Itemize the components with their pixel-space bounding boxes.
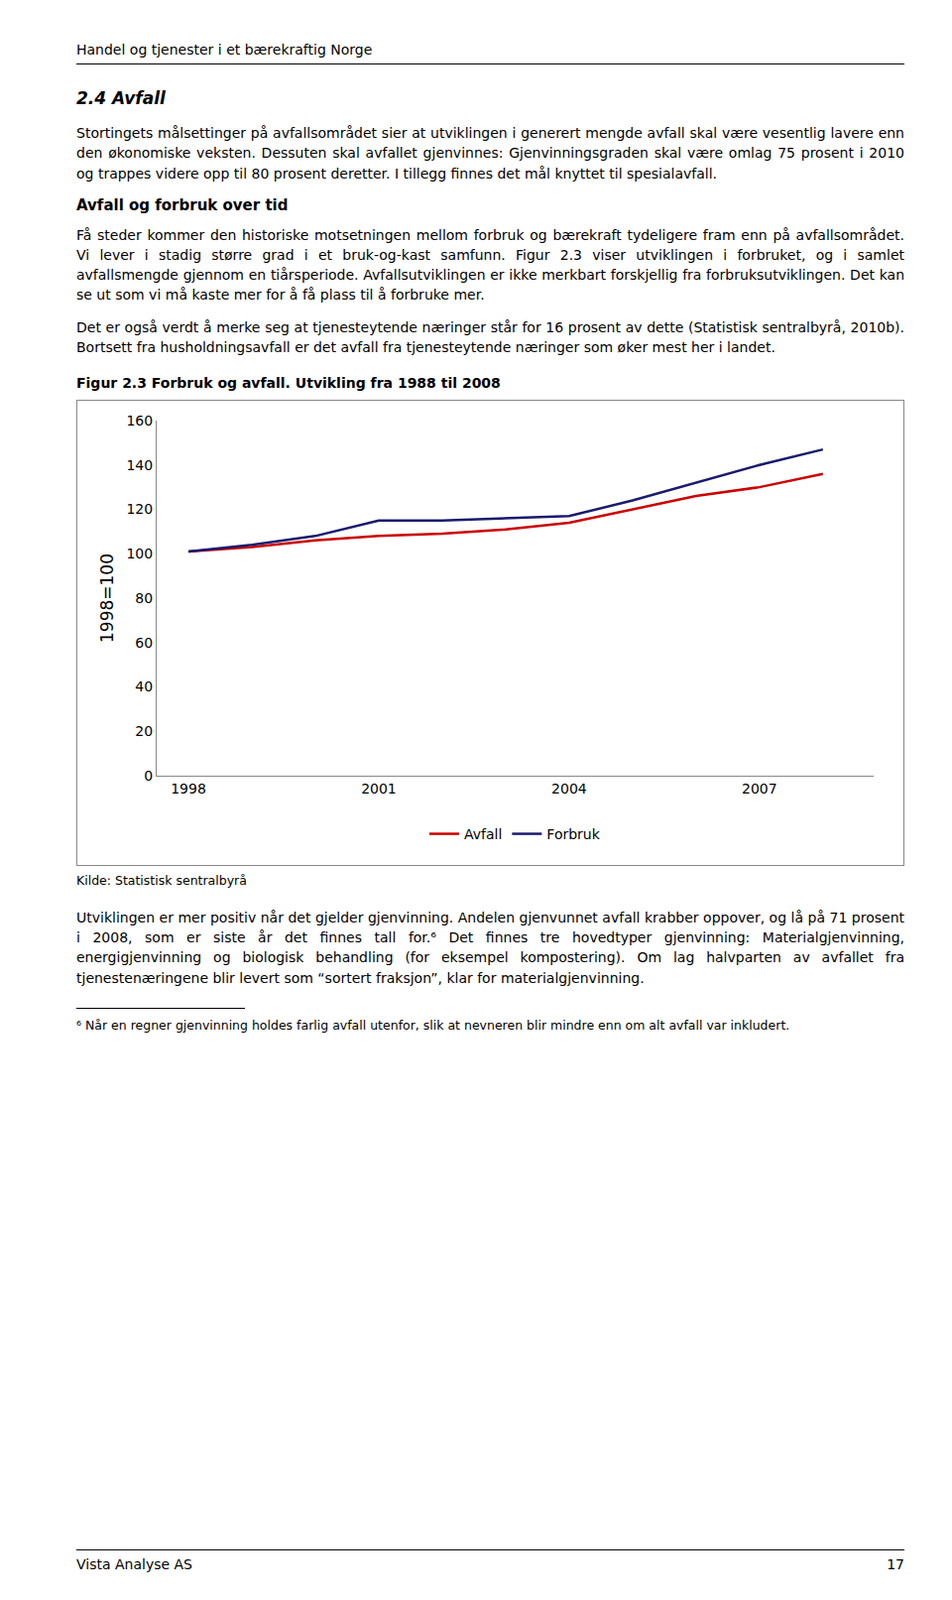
svg-text:160: 160 <box>125 412 153 429</box>
svg-text:1998: 1998 <box>170 779 207 796</box>
html-text:⁶ Når en regner gjenvinning ho: ⁶ Når en regner gjenvinning holdes farli… <box>76 1017 790 1033</box>
svg-text:60: 60 <box>134 633 153 650</box>
html-text:Stortingets målsettinger på av: Stortingets målsettinger på avfallsområd… <box>76 124 905 181</box>
html-text:Utviklingen er mer positiv når: Utviklingen er mer positiv når det gjeld… <box>76 909 905 986</box>
svg-text:140: 140 <box>125 456 153 473</box>
svg-text:80: 80 <box>134 590 153 606</box>
html-text:Få steder kommer den historisk: Få steder kommer den historiske motsetni… <box>76 226 905 303</box>
html-text:Det er også verdt å merke seg: Det er også verdt å merke seg at tjenest… <box>76 319 905 356</box>
svg-text:100: 100 <box>125 545 153 562</box>
html-text:17: 17 <box>886 1555 905 1572</box>
svg-text:2001: 2001 <box>360 779 397 796</box>
svg-text:1998=100: 1998=100 <box>97 553 118 643</box>
html-text:Kilde: Statistisk sentralbyrå: Kilde: Statistisk sentralbyrå <box>76 872 247 888</box>
svg-text:20: 20 <box>134 722 153 739</box>
svg-text:2004: 2004 <box>551 779 588 796</box>
html-text:Handel og tjenester i et bærek: Handel og tjenester i et bærekraftig Nor… <box>76 41 373 58</box>
html-text:Vista Analyse AS: Vista Analyse AS <box>76 1555 193 1572</box>
html-text:2.4 Avfall: 2.4 Avfall <box>76 88 166 109</box>
svg-text:40: 40 <box>134 678 153 695</box>
svg-text:2007: 2007 <box>741 779 778 796</box>
svg-text:120: 120 <box>125 500 153 517</box>
svg-text:Forbruk: Forbruk <box>546 826 600 842</box>
html-text:Avfall og forbruk over tid: Avfall og forbruk over tid <box>76 196 288 215</box>
html-text:Figur 2.3 Forbruk og avfall. U: Figur 2.3 Forbruk og avfall. Utvikling f… <box>76 375 501 392</box>
svg-text:Avfall: Avfall <box>464 826 502 842</box>
svg-text:0: 0 <box>143 767 153 784</box>
